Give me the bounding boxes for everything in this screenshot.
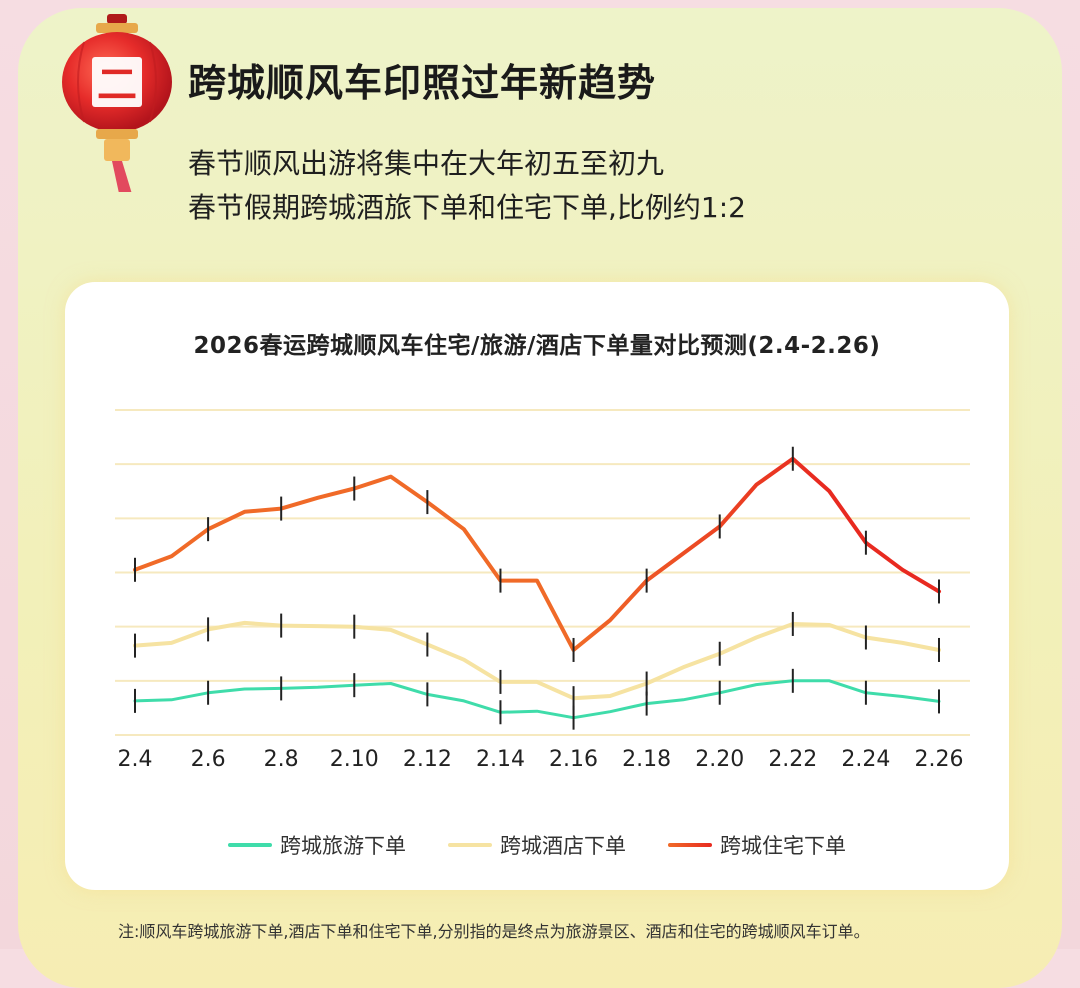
x-tick-label: 2.20	[695, 747, 744, 772]
legend-item: 跨城住宅下单	[668, 830, 846, 860]
x-tick-label: 2.16	[549, 747, 598, 772]
x-tick-label: 2.26	[915, 747, 964, 772]
legend-label: 跨城酒店下单	[500, 834, 626, 858]
series-hotel-line	[133, 620, 941, 701]
page-title: 跨城顺风车印照过年新趋势	[188, 61, 657, 105]
x-tick-label: 2.10	[330, 747, 379, 772]
x-tick-label: 2.6	[191, 747, 226, 772]
x-tick-label: 2.22	[768, 747, 817, 772]
chart-legend: 跨城旅游下单 跨城酒店下单 跨城住宅下单	[65, 830, 1009, 860]
subtitle-line-1: 春节顺风出游将集中在大年初五至初九	[188, 147, 665, 180]
x-tick-label: 2.18	[622, 747, 671, 772]
footnote: 注:顺风车跨城旅游下单,酒店下单和住宅下单,分别指的是终点为旅游景区、酒店和住宅…	[118, 922, 870, 941]
red-lantern-icon: 二	[62, 14, 172, 192]
x-tick-label: 2.14	[476, 747, 525, 772]
x-tick-label: 2.12	[403, 747, 452, 772]
legend-label: 跨城旅游下单	[280, 834, 406, 858]
x-tick-label: 2.24	[841, 747, 890, 772]
subtitle-line-2: 春节假期跨城酒旅下单和住宅下单,比例约1:2	[188, 191, 746, 224]
subtitle: 春节顺风出游将集中在大年初五至初九 春节假期跨城酒旅下单和住宅下单,比例约1:2	[188, 142, 746, 230]
legend-swatch	[448, 843, 492, 847]
legend-item: 跨城酒店下单	[448, 830, 626, 860]
x-tick-label: 2.4	[118, 747, 153, 772]
legend-item: 跨城旅游下单	[228, 830, 406, 860]
chart-title: 2026春运跨城顺风车住宅/旅游/酒店下单量对比预测(2.4-2.26)	[193, 333, 881, 359]
chart-card: 2026春运跨城顺风车住宅/旅游/酒店下单量对比预测(2.4-2.26) 2.4…	[65, 282, 1009, 890]
series-tourism-line	[133, 679, 941, 720]
x-tick-label: 2.8	[264, 747, 299, 772]
lantern-badge: 二	[97, 62, 137, 108]
series-home-line	[133, 456, 941, 652]
line-chart: 2.4 2.6 2.8 2.10 2.12 2.14 2.16 2.18 2.20 2.22 2.2…	[115, 409, 970, 772]
legend-swatch	[668, 843, 712, 847]
legend-label: 跨城住宅下单	[720, 834, 846, 858]
legend-swatch	[228, 843, 272, 847]
